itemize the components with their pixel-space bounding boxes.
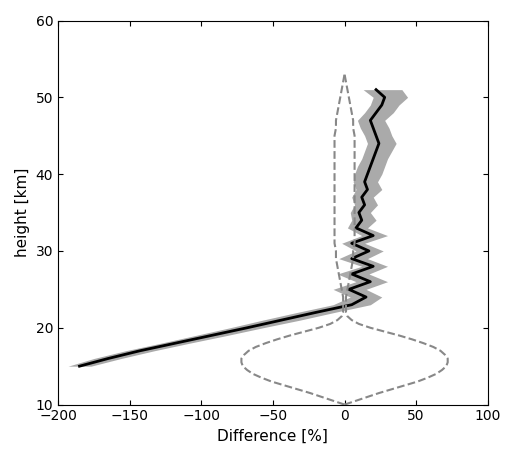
Y-axis label: height [km]: height [km]	[15, 168, 30, 257]
X-axis label: Difference [%]: Difference [%]	[217, 429, 328, 444]
